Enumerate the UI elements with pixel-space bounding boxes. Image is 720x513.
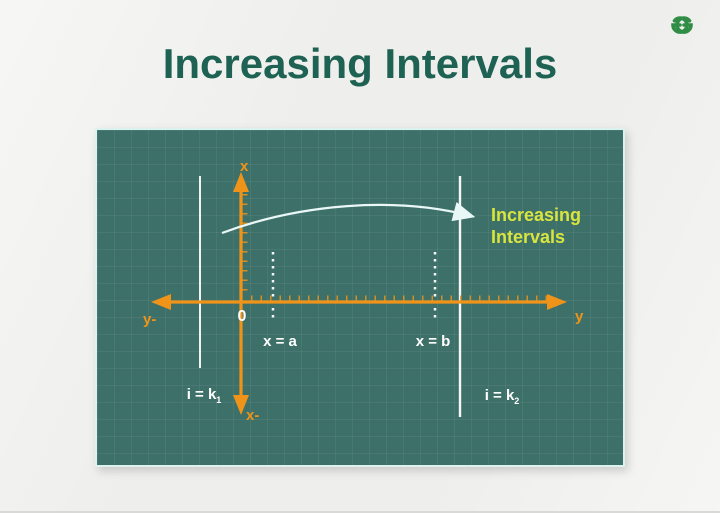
y-axis-left-arrowhead: [151, 294, 171, 310]
interval-label-a: x = a: [263, 333, 297, 350]
page-title: Increasing Intervals: [162, 40, 558, 87]
y-axis-negative-label: y-: [143, 311, 157, 328]
y-axis-positive-label: y: [575, 308, 584, 325]
boundary-label-k2-base: i = k: [484, 387, 515, 404]
x-axis-positive-label: x: [240, 158, 249, 175]
boundary-label-k2-subscript: 2: [514, 396, 520, 406]
x-axis-up-arrowhead: [233, 172, 249, 192]
boundary-label-k1-base: i = k: [186, 386, 217, 403]
increasing-curve-arrow: [221, 201, 476, 235]
interval-label-b: x = b: [415, 333, 451, 350]
origin-label: 0: [237, 308, 247, 325]
annotation-line2: Intervals: [491, 227, 566, 247]
y-axis-right-arrowhead: [547, 294, 567, 310]
boundary-label-k2: i = k2: [471, 387, 533, 406]
increasing-intervals-annotation: Increasing Intervals: [491, 204, 606, 248]
chalkboard-panel: x x- y y- 0 x = a x = b i = k1 i = k2 In…: [95, 128, 625, 467]
geeksforgeeks-logo-icon: [664, 13, 700, 37]
boundary-label-k1: i = k1: [173, 386, 235, 405]
x-axis-down-arrowhead: [233, 395, 249, 415]
boundary-label-k1-subscript: 1: [216, 395, 222, 405]
x-axis-negative-label: x-: [246, 407, 260, 424]
annotation-line1: Increasing: [491, 205, 582, 225]
axes-diagram: [151, 172, 567, 417]
bottom-edge-divider: [0, 511, 720, 513]
